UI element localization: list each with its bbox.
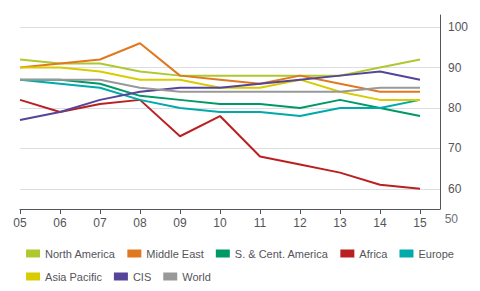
svg-text:Europe: Europe — [418, 248, 453, 260]
svg-text:15: 15 — [413, 216, 427, 230]
svg-text:90: 90 — [448, 61, 462, 75]
svg-text:100: 100 — [448, 20, 468, 34]
svg-text:08: 08 — [133, 216, 147, 230]
svg-text:Africa: Africa — [359, 248, 388, 260]
svg-text:World: World — [182, 271, 211, 283]
svg-text:North America: North America — [45, 248, 116, 260]
svg-text:06: 06 — [53, 216, 67, 230]
svg-text:60: 60 — [448, 182, 462, 196]
svg-text:05: 05 — [13, 216, 27, 230]
svg-text:12: 12 — [293, 216, 307, 230]
svg-text:Asia Pacific: Asia Pacific — [45, 271, 102, 283]
svg-text:09: 09 — [173, 216, 187, 230]
svg-text:CIS: CIS — [133, 271, 151, 283]
svg-text:70: 70 — [448, 141, 462, 155]
svg-text:07: 07 — [93, 216, 107, 230]
svg-text:80: 80 — [448, 101, 462, 115]
svg-text:13: 13 — [333, 216, 347, 230]
svg-text:S. & Cent. America: S. & Cent. America — [235, 248, 329, 260]
svg-text:14: 14 — [373, 216, 387, 230]
svg-text:10: 10 — [213, 216, 227, 230]
svg-text:Middle East: Middle East — [146, 248, 203, 260]
svg-text:50: 50 — [445, 212, 459, 226]
svg-text:11: 11 — [254, 216, 267, 230]
